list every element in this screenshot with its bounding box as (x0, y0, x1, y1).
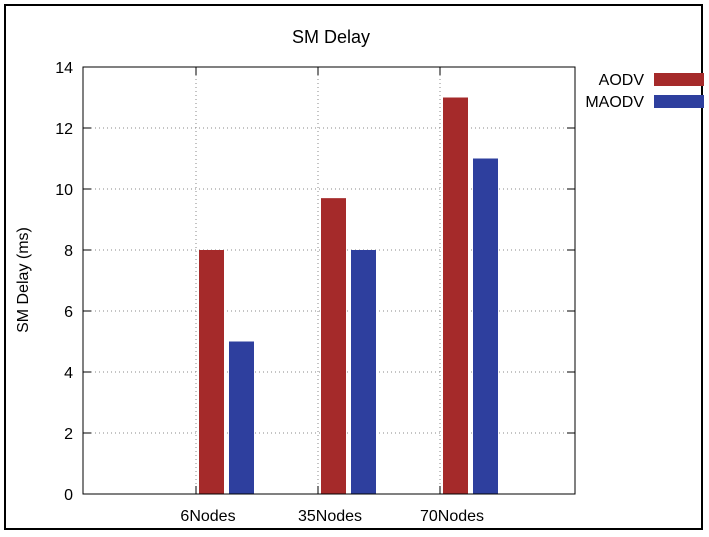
bars (199, 97, 498, 494)
x-tick-label: 35Nodes (298, 508, 362, 525)
y-tick-label: 8 (64, 243, 73, 260)
y-tick-label: 6 (64, 304, 73, 321)
plot-area-border (82, 66, 576, 495)
chart-frame: SM Delay SM Delay (ms) 0 2 4 6 8 10 12 14 6Nodes… (4, 4, 704, 530)
legend-label-maodv: MAODV (585, 94, 644, 111)
chart-title: SM Delay (292, 27, 370, 47)
y-tick-label: 0 (64, 487, 73, 504)
y-tick-label: 10 (55, 182, 73, 199)
bar-aodv-6nodes (199, 250, 224, 494)
y-tick-label: 4 (64, 365, 73, 382)
y-tick-label: 12 (55, 121, 73, 138)
bar-maodv-35nodes (351, 250, 376, 494)
legend: AODV MAODV (585, 72, 704, 111)
bar-maodv-70nodes (473, 158, 498, 494)
x-tick-label: 70Nodes (420, 508, 484, 525)
y-tick-label: 14 (55, 60, 73, 77)
legend-swatch-maodv (654, 95, 704, 108)
bar-maodv-6nodes (229, 341, 254, 494)
axes: 0 2 4 6 8 10 12 14 6Nodes 35Nodes 70Nodes (55, 60, 575, 525)
bar-chart: SM Delay SM Delay (ms) 0 2 4 6 8 10 12 14 6Nodes… (15, 27, 704, 525)
bar-aodv-35nodes (321, 198, 346, 494)
y-tick-label: 2 (64, 426, 73, 443)
legend-label-aodv: AODV (599, 72, 645, 89)
x-tick-label: 6Nodes (180, 508, 235, 525)
legend-swatch-aodv (654, 73, 704, 86)
bar-aodv-70nodes (443, 97, 468, 494)
y-axis-label: SM Delay (ms) (15, 227, 32, 333)
